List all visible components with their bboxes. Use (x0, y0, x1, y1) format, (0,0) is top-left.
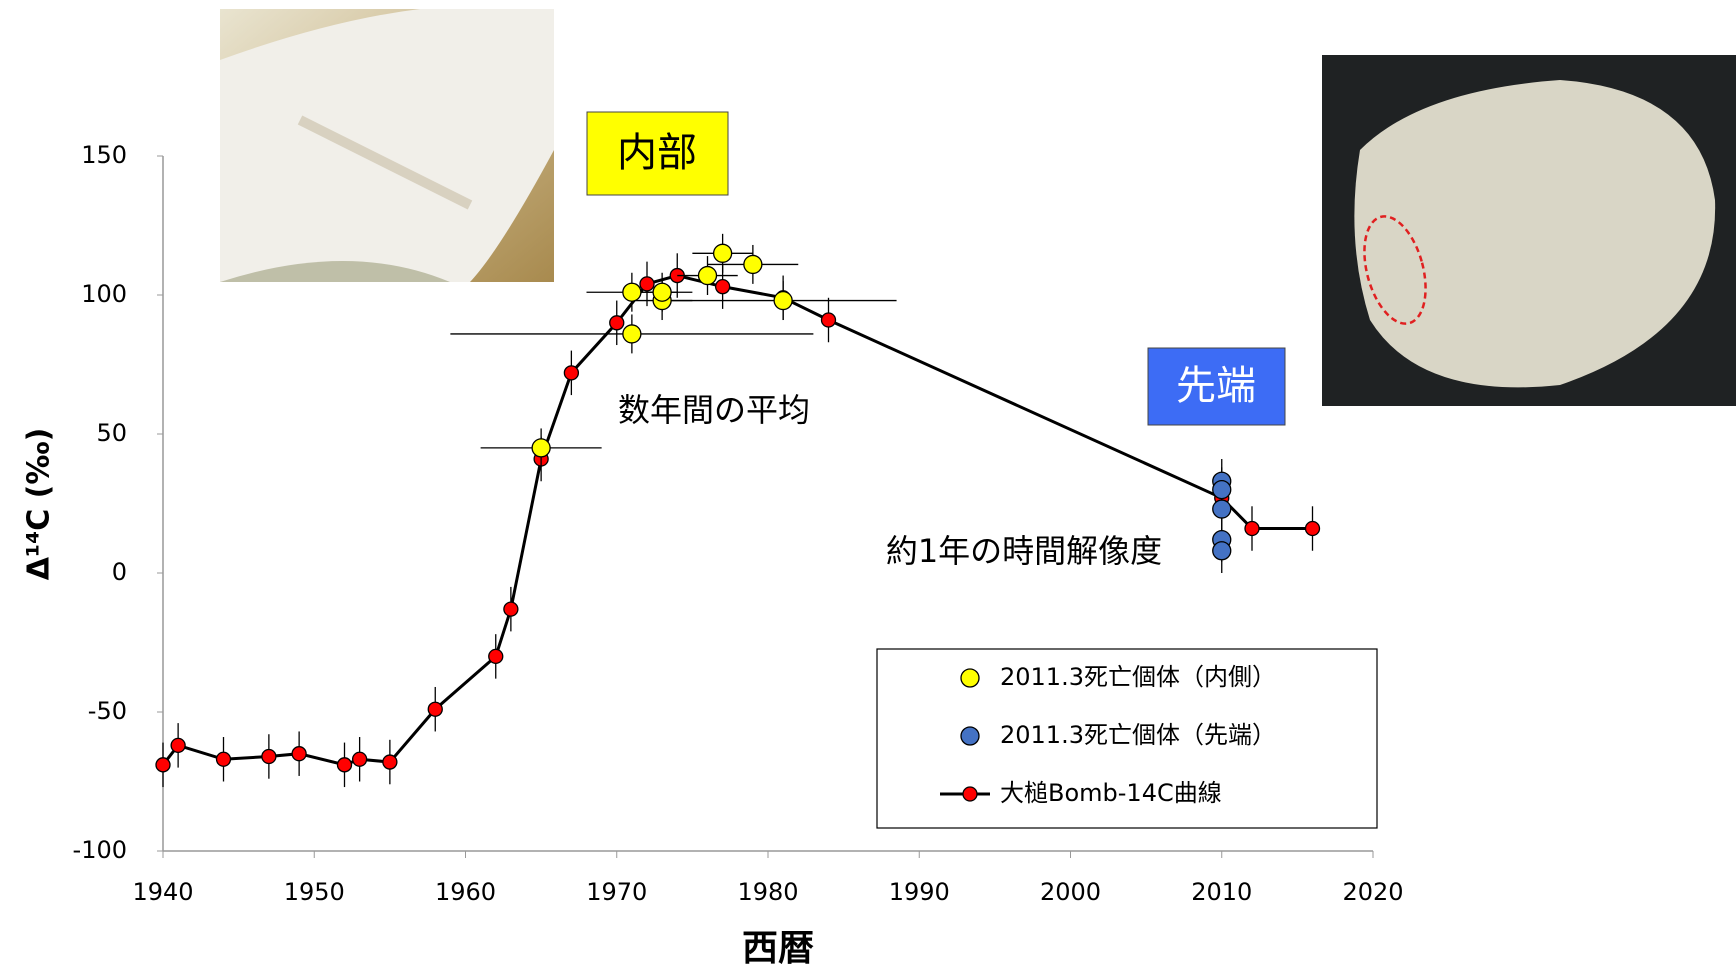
y-axis-title: Δ¹⁴C (‰) (22, 428, 57, 581)
point (488, 648, 504, 665)
annotation-box (586, 111, 729, 196)
point (261, 748, 277, 765)
point (622, 282, 642, 302)
legend-marker (962, 786, 978, 802)
point (427, 701, 443, 717)
legend (876, 648, 1378, 829)
point (351, 751, 368, 767)
point (1304, 520, 1321, 537)
y-tick-label: 50 (96, 419, 127, 447)
point (215, 751, 232, 767)
annotation: 先端 (1176, 363, 1256, 409)
x-tick-label: 1960 (435, 878, 496, 906)
y-tick-label: 150 (81, 141, 127, 169)
point (1212, 541, 1232, 561)
legend-marker (960, 668, 980, 688)
point (609, 315, 625, 331)
point (773, 290, 793, 311)
point (639, 276, 655, 292)
annotation: 約1年の時間解像度 (886, 532, 1162, 570)
point (1212, 479, 1232, 500)
point (712, 243, 733, 263)
x-tick-label: 1950 (284, 878, 345, 906)
annotation: 数年間の平均 (618, 391, 810, 429)
legend-label: 大槌Bomb-14C曲線 (1000, 779, 1222, 807)
y-tick-label: -50 (88, 697, 127, 725)
x-tick-label: 1940 (132, 878, 193, 906)
x-tick-label: 1970 (586, 878, 647, 906)
annotation-box (1147, 347, 1286, 426)
point (652, 282, 672, 302)
point (170, 737, 186, 754)
point (820, 312, 837, 328)
point (563, 365, 580, 381)
y-tick-label: 0 (112, 558, 127, 586)
point (714, 279, 731, 295)
x-tick-label: 2010 (1191, 878, 1252, 906)
legend-label: 2011.3死亡個体（先端） (1000, 721, 1276, 749)
photo-edge (1322, 55, 1736, 406)
point (531, 438, 551, 458)
x-tick-label: 1980 (737, 878, 798, 906)
point (503, 601, 519, 617)
point (382, 754, 398, 770)
x-tick-label: 2020 (1342, 878, 1403, 906)
point (622, 324, 642, 344)
point (1212, 499, 1232, 519)
point (155, 757, 171, 773)
point (1244, 520, 1260, 537)
x-tick-label: 1990 (889, 878, 950, 906)
x-axis-title: 西暦 (742, 928, 814, 964)
legend-label: 2011.3死亡個体（内側） (1000, 663, 1276, 691)
point (697, 265, 718, 286)
point (743, 254, 763, 275)
photo-inner (220, 9, 554, 282)
y-tick-label: -100 (73, 836, 127, 864)
annotation: 内部 (617, 130, 697, 176)
legend-marker (960, 726, 980, 746)
curve-line (161, 273, 1313, 767)
y-tick-label: 100 (81, 280, 127, 308)
x-tick-label: 2000 (1040, 878, 1101, 906)
point (336, 757, 353, 773)
point (291, 746, 307, 762)
